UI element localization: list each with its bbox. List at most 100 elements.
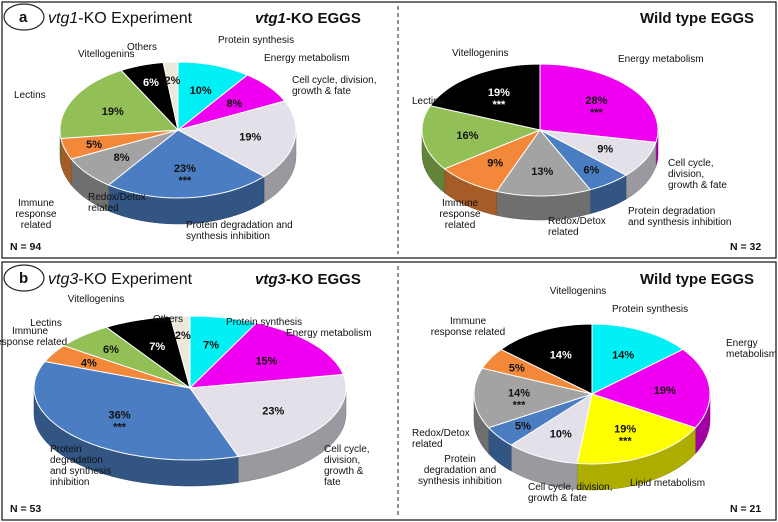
category-label-chart-4: Protein degradation and synthesis inhibiti… — [418, 454, 502, 487]
pie-3-pct-vitellogenins: 7% — [149, 341, 165, 353]
category-label-chart-1: Redox/Detox related — [88, 192, 146, 214]
category-label-chart-3: Protein degradation and synthesis inhibitio… — [50, 444, 111, 488]
category-label-line: Vitellogenins — [78, 49, 135, 60]
category-label-line: response — [439, 209, 481, 220]
pie-2-slice-lectins — [421, 105, 542, 170]
category-label-line: synthesis inhibition — [186, 231, 270, 242]
category-label-chart-1: Lectins — [14, 90, 46, 101]
pie-3-pct-protein_synthesis: 7% — [203, 339, 219, 351]
category-label-chart-2: Protein degradation and synthesis inhibit… — [628, 206, 731, 228]
category-label-chart-2: Lectins — [412, 96, 444, 107]
category-label-line: inhibition — [50, 477, 89, 488]
category-label-line: and synthesis inhibition — [628, 217, 731, 228]
panel-a-experiment-rest: -KO Experiment — [78, 10, 192, 27]
pie-2-slice-protein_degradation — [539, 129, 628, 191]
pie-4-slice-protein_degradation — [487, 393, 593, 446]
chart-1-n: N = 94 — [10, 241, 41, 253]
category-label-line: response — [15, 209, 57, 220]
category-label-line: Protein degradation and — [186, 220, 293, 231]
category-label-line: metabolism — [726, 349, 777, 360]
chart-1-title-rest: -KO EGGS — [286, 10, 361, 27]
pie-2-slice-immune — [443, 128, 542, 192]
category-label-chart-1: Others — [127, 42, 157, 53]
category-label-line: Lipid metabolism — [630, 478, 705, 489]
category-label-line: Protein — [50, 444, 82, 455]
pie-4-slice-cell_cycle — [510, 392, 593, 464]
pie-3-pct-energy_metabolism: 15% — [255, 356, 277, 368]
category-label-line: Energy metabolism — [286, 328, 372, 339]
pie-chart-vtg1-ko: 10% 8% 19% 23%*** 8% 5% 19% 6% 2% — [59, 61, 297, 225]
panel-b-experiment-gene: vtg3 — [48, 271, 78, 288]
pie-1-signif-protein_degradation: *** — [178, 175, 192, 187]
chart-3-n: N = 53 — [10, 503, 41, 515]
panel-a-frame — [1, 1, 777, 259]
category-label-line: Protein synthesis — [218, 35, 294, 46]
category-label-chart-1: Protein synthesis — [218, 35, 294, 46]
pie-4-signif-redox_detox: *** — [513, 400, 527, 412]
pie-2-pct-cell_cycle: 9% — [597, 144, 613, 156]
chart-2-title: Wild type EGGS — [640, 10, 754, 27]
pie-2-pct-lectins: 16% — [456, 130, 478, 142]
pie-chart-vtg3-ko: 7% 15% 23% 36%*** 4% 6% 7% 2% — [33, 315, 347, 487]
pie-3-slice-protein_synthesis — [189, 315, 258, 390]
category-label-line: Immune — [12, 326, 49, 337]
pie-3-slice-protein_degradation — [33, 360, 240, 461]
panel-b-letter-badge — [3, 264, 45, 292]
pie-1-pct-energy_metabolism: 8% — [226, 98, 242, 110]
pie-2-slice-cell_cycle — [539, 129, 657, 176]
chart-4-title: Wild type EGGS — [640, 271, 754, 288]
pie-3-pct-cell_cycle: 23% — [262, 406, 284, 418]
pie-3-pct-immune: 4% — [81, 357, 97, 369]
pie-4-signif-lipid_metabolism: *** — [619, 436, 633, 448]
panel-b-letter: b — [19, 270, 28, 287]
pie-1-slice-protein_degradation — [107, 129, 266, 199]
pie-4-pct-lipid_metabolism: 19% — [614, 424, 636, 436]
pie-4-slice-redox_detox — [473, 367, 594, 429]
panel-b-frame — [1, 261, 777, 521]
category-label-line: and synthesis — [50, 466, 111, 477]
category-label-line: related — [548, 227, 579, 238]
category-label-line: Immune — [442, 198, 479, 209]
pie-2-signif-energy_metabolism: *** — [590, 107, 604, 119]
category-label-line: division, — [668, 169, 704, 180]
pie-4-pct-protein_synthesis: 14% — [612, 350, 634, 362]
pie-2-signif-vitellogenins: *** — [492, 99, 506, 111]
pie-2-slice-redox_detox — [495, 129, 592, 197]
category-label-line: Cell cycle, division, — [292, 75, 376, 86]
pie-3-slice-others — [169, 315, 191, 389]
pie-1-pct-others: 2% — [165, 75, 181, 87]
category-label-chart-3: Protein synthesis — [226, 317, 302, 328]
category-label-chart-1: Cell cycle, division, growth & fate — [292, 75, 376, 97]
category-label-chart-1: Energy metabolism — [264, 53, 350, 64]
pie-2-pct-immune: 9% — [487, 157, 503, 169]
category-label-line: growth & fate — [528, 493, 587, 504]
pie-1-pct-protein_degradation: 23% — [174, 163, 196, 175]
category-label-line: Protein synthesis — [226, 317, 302, 328]
pie-1-slice-protein_synthesis — [177, 61, 249, 132]
category-label-line: Redox/Detox — [88, 192, 146, 203]
category-label-line: related — [445, 220, 476, 231]
category-label-line: growth & fate — [668, 180, 727, 191]
category-label-chart-2: Cell cycle, division, growth & fate — [668, 158, 727, 191]
category-label-line: Vitellogenins — [550, 286, 607, 297]
pie-4-pct-protein_degradation: 5% — [515, 421, 531, 433]
pie-1-pct-redox_detox: 8% — [114, 152, 130, 164]
pie-chart-wild-type-b: 14%19%19%***10%5%14%***5%14% — [473, 323, 711, 491]
category-label-line: Cell cycle, — [668, 158, 714, 169]
panel-b-experiment-rest: -KO Experiment — [78, 271, 192, 288]
chart-3-title-rest: -KO EGGS — [286, 271, 361, 288]
category-label-line: related — [88, 203, 119, 214]
category-label-chart-3: Cell cycle, division, growth & fate — [324, 444, 370, 488]
category-label-line: division, — [324, 455, 360, 466]
category-label-chart-3: Immune response related — [0, 326, 67, 348]
chart-3-title: vtg3-KO EGGS — [255, 271, 361, 288]
pie-1-slice-lectins — [59, 69, 180, 140]
category-label-line: Others — [153, 314, 183, 325]
pie-4-slice-protein_synthesis — [591, 323, 684, 395]
category-label-chart-4: Energy metabolism — [726, 338, 777, 360]
pie-4-slice-vitellogenins — [500, 323, 593, 395]
category-label-line: Energy — [726, 338, 758, 349]
pie-1-slice-others — [162, 61, 179, 131]
category-label-line: Protein degradation — [628, 206, 715, 217]
